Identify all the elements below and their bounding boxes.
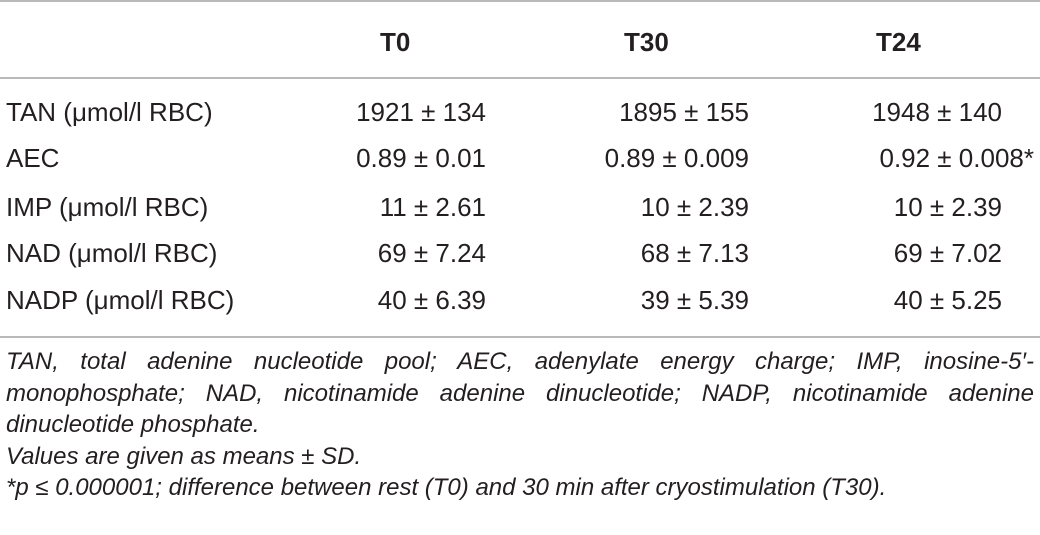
cell-t30: 10 ± 2.39: [640, 192, 749, 222]
footnote-abbreviations: TAN, total adenine nucleotide pool; AEC,…: [6, 348, 1034, 438]
table-row: AEC 0.89 ± 0.01 0.89 ± 0.009 0.92 ± 0.00…: [0, 135, 1040, 181]
cell-t24: 0.92 ± 0.008*: [879, 143, 1034, 173]
cell-t0: 1921 ± 134: [356, 97, 486, 127]
row-label: NAD (μmol/l RBC): [6, 238, 218, 268]
cell-t24: 1948 ± 140: [872, 97, 1002, 127]
row-label: IMP (μmol/l RBC): [6, 192, 209, 222]
table-row: NAD (μmol/l RBC) 69 ± 7.24 68 ± 7.13 69 …: [0, 230, 1040, 276]
footnote-values: Values are given as means ± SD.: [6, 442, 362, 470]
cell-t24: 10 ± 2.39: [893, 192, 1002, 222]
row-label: AEC: [6, 143, 60, 173]
table-row: TAN (μmol/l RBC) 1921 ± 134 1895 ± 155 1…: [0, 89, 1040, 135]
header-rule: [0, 77, 1040, 79]
cell-t24: 69 ± 7.02: [893, 238, 1002, 268]
cell-t30: 39 ± 5.39: [640, 285, 749, 315]
column-header-t0: T0: [380, 27, 411, 57]
table-row: NADP (μmol/l RBC) 40 ± 6.39 39 ± 5.39 40…: [0, 277, 1040, 323]
top-rule: [0, 0, 1040, 2]
cell-t0: 11 ± 2.61: [379, 192, 486, 222]
cell-t30: 0.89 ± 0.009: [604, 143, 749, 173]
footnote-significance: *p ≤ 0.000001; difference between rest (…: [6, 474, 887, 501]
cell-t30: 1895 ± 155: [619, 97, 749, 127]
cell-t30: 68 ± 7.13: [640, 238, 749, 268]
column-header-t30: T30: [624, 27, 669, 57]
cell-t0: 69 ± 7.24: [377, 238, 486, 268]
column-header-t24: T24: [876, 27, 921, 57]
table-footnotes: TAN, total adenine nucleotide pool; AEC,…: [6, 346, 1034, 504]
row-label: NADP (μmol/l RBC): [6, 285, 235, 315]
row-label: TAN (μmol/l RBC): [6, 97, 213, 127]
bottom-rule: [0, 336, 1040, 338]
cell-t0: 0.89 ± 0.01: [356, 143, 486, 173]
cell-t24: 40 ± 5.25: [893, 285, 1002, 315]
cell-t0: 40 ± 6.39: [377, 285, 486, 315]
table-row: IMP (μmol/l RBC) 11 ± 2.61 10 ± 2.39 10 …: [0, 184, 1040, 230]
